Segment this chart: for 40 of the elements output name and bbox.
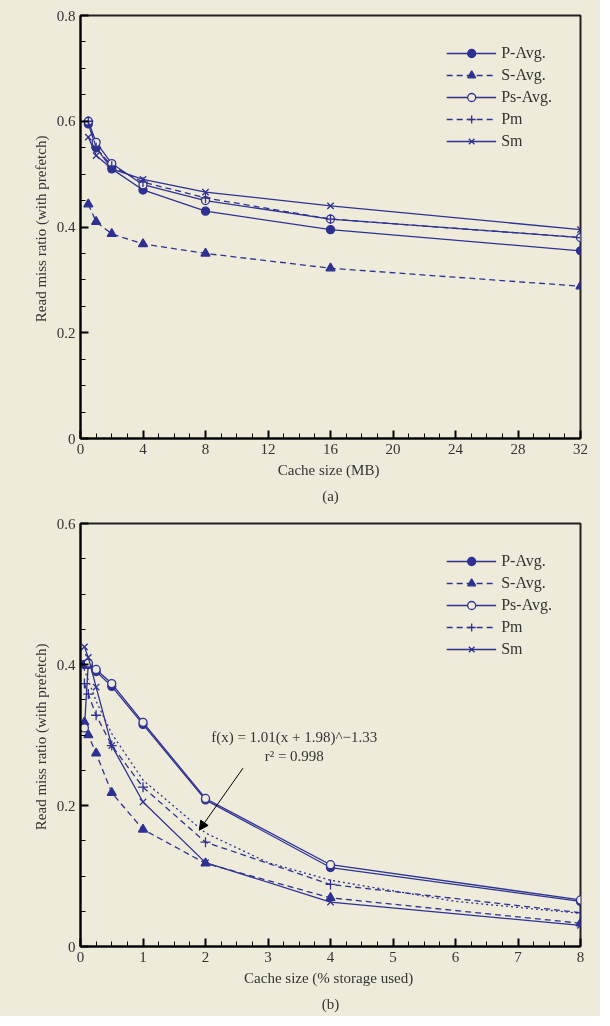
x-tick-label: 4 <box>326 948 335 965</box>
legend-label: Sm <box>501 132 523 150</box>
y-tick-label: 0.4 <box>56 656 76 673</box>
y-tick-label: 0.6 <box>56 113 76 130</box>
legend-label: P-Avg. <box>501 552 546 570</box>
legend-label: P-Avg. <box>501 44 546 62</box>
x-tick-label: 3 <box>264 948 272 965</box>
y-axis-title: Read miss ratio (with prefetch) <box>32 643 50 831</box>
legend-label: S-Avg. <box>501 574 546 592</box>
text: (a) <box>322 487 339 505</box>
x-tick-label: 12 <box>260 440 276 457</box>
x-tick-label: 6 <box>451 948 460 965</box>
y-tick-label: 0.2 <box>56 797 76 814</box>
x-tick-label: 4 <box>139 440 148 457</box>
legend-label: Pm <box>501 110 523 128</box>
x-axis-title: Cache size (% storage used) <box>244 969 414 987</box>
x-tick-label: 28 <box>510 440 526 457</box>
legend-label: Sm <box>501 640 523 658</box>
x-tick-label: 5 <box>389 948 397 965</box>
y-tick-label: 0.8 <box>56 7 76 24</box>
x-tick-label: 2 <box>201 948 210 965</box>
y-tick-label: 0.6 <box>56 515 76 532</box>
x-tick-label: 32 <box>573 440 588 457</box>
legend-label: Ps-Avg. <box>501 88 552 106</box>
x-axis-title: Cache size (MB) <box>277 461 380 479</box>
text: (b) <box>321 995 340 1013</box>
y-tick-label: 0.2 <box>56 324 76 341</box>
x-tick-label: 24 <box>448 440 464 457</box>
legend-label: Ps-Avg. <box>501 596 552 614</box>
legend-label: Pm <box>501 618 523 636</box>
annotation: f(x) = 1.01(x + 1.98)^−1.33 r² = 0.998 <box>211 728 378 765</box>
y-axis-title: Read miss ratio (with prefetch) <box>32 135 50 323</box>
x-tick-label: 7 <box>514 948 523 965</box>
y-tick-label: 0.4 <box>56 219 76 235</box>
x-tick-label: 1 <box>139 948 147 965</box>
x-tick-label: 16 <box>323 440 339 457</box>
x-tick-label: 8 <box>201 440 210 457</box>
legend-label: S-Avg. <box>501 66 546 84</box>
x-tick-label: 8 <box>576 948 585 965</box>
x-tick-label: 20 <box>385 440 401 457</box>
